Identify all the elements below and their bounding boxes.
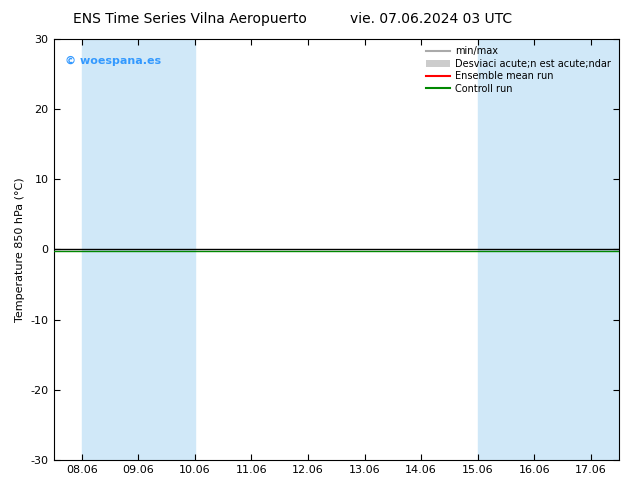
Bar [82, 39, 138, 460]
Bar [138, 39, 195, 460]
Legend: min/max, Desviaci acute;n est acute;ndar, Ensemble mean run, Controll run: min/max, Desviaci acute;n est acute;ndar… [424, 44, 614, 97]
Bar [534, 39, 591, 460]
Bar [477, 39, 534, 460]
Bar [588, 39, 619, 460]
Text: © woespana.es: © woespana.es [65, 55, 161, 66]
Y-axis label: Temperature 850 hPa (°C): Temperature 850 hPa (°C) [15, 177, 25, 321]
Text: vie. 07.06.2024 03 UTC: vie. 07.06.2024 03 UTC [350, 12, 512, 26]
Text: ENS Time Series Vilna Aeropuerto: ENS Time Series Vilna Aeropuerto [74, 12, 307, 26]
